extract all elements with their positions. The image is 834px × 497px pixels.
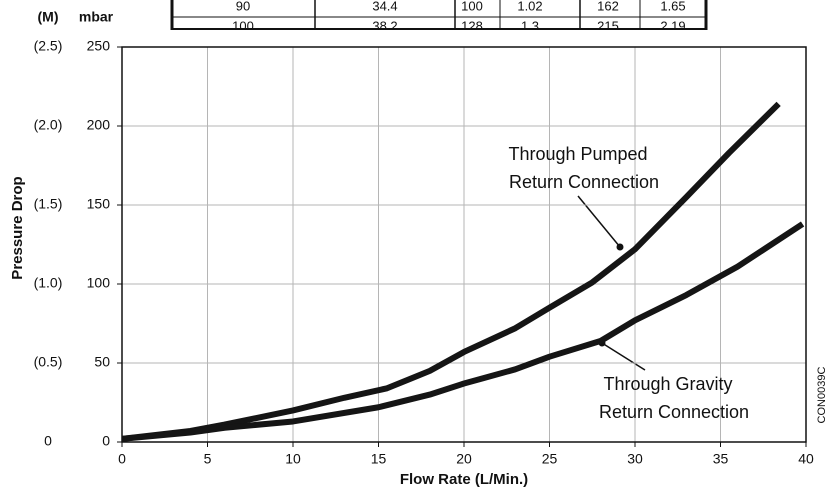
data-line [121, 101, 781, 442]
x-tick-label: 35 [713, 451, 729, 467]
table-cell: 1.02 [517, 0, 542, 13]
annotation: Through Pumped [508, 144, 647, 164]
table-cell: 2.19 [660, 18, 685, 33]
table-cell: 215 [597, 18, 619, 33]
y2-tick-label: (0.5) [34, 354, 63, 370]
x-tick-label: 10 [285, 451, 301, 467]
table-cell: 34.4 [372, 0, 397, 13]
annotation: Through Gravity [603, 374, 732, 394]
y-unit: mbar [79, 9, 114, 25]
y2-unit: (M) [38, 9, 59, 25]
table-cell: 162 [597, 0, 619, 13]
data-line [121, 221, 805, 442]
annotation: Return Connection [509, 172, 659, 192]
annotation-dot [616, 243, 624, 251]
x-tick-label: 15 [371, 451, 387, 467]
y-tick-label: 150 [87, 196, 111, 212]
y-tick-label: 50 [94, 354, 110, 370]
y2-tick-label: (2.0) [34, 117, 63, 133]
x-tick-label: 25 [542, 451, 558, 467]
x-tick-label: 20 [456, 451, 472, 467]
table-cell: 100 [232, 18, 254, 33]
table-cell: 38.2 [372, 18, 397, 33]
table-cell: 1.3 [521, 18, 539, 33]
table-cell: 128 [461, 18, 483, 33]
x-tick-label: 5 [204, 451, 212, 467]
y2-tick-label: (2.5) [34, 38, 63, 54]
annotation-pointer [601, 342, 646, 371]
y2-tick-label: (1.0) [34, 275, 63, 291]
y2-tick-label: (1.5) [34, 196, 63, 212]
figure-code: CON0039C [816, 367, 828, 424]
y-axis-title: Pressure Drop [9, 176, 26, 279]
x-tick-label: 40 [798, 451, 814, 467]
annotation-pointer [577, 195, 621, 248]
table-cell: 100 [461, 0, 483, 13]
x-axis-title: Flow Rate (L/Min.) [400, 471, 528, 488]
y2-tick-label: 0 [44, 433, 52, 449]
data-table: 90 34.4 100 1.02 162 1.65 100 38.2 128 1.3 215 2.19 [172, 0, 706, 33]
x-tick-label: 0 [118, 451, 126, 467]
annotation: Return Connection [599, 402, 749, 422]
table-cell: 90 [236, 0, 250, 13]
y-tick-label: 0 [102, 433, 110, 449]
table-cell: 1.65 [660, 0, 685, 13]
y-tick-label: 200 [87, 117, 111, 133]
x-tick-label: 30 [627, 451, 643, 467]
y-tick-label: 250 [87, 38, 111, 54]
y-tick-label: 100 [87, 275, 111, 291]
